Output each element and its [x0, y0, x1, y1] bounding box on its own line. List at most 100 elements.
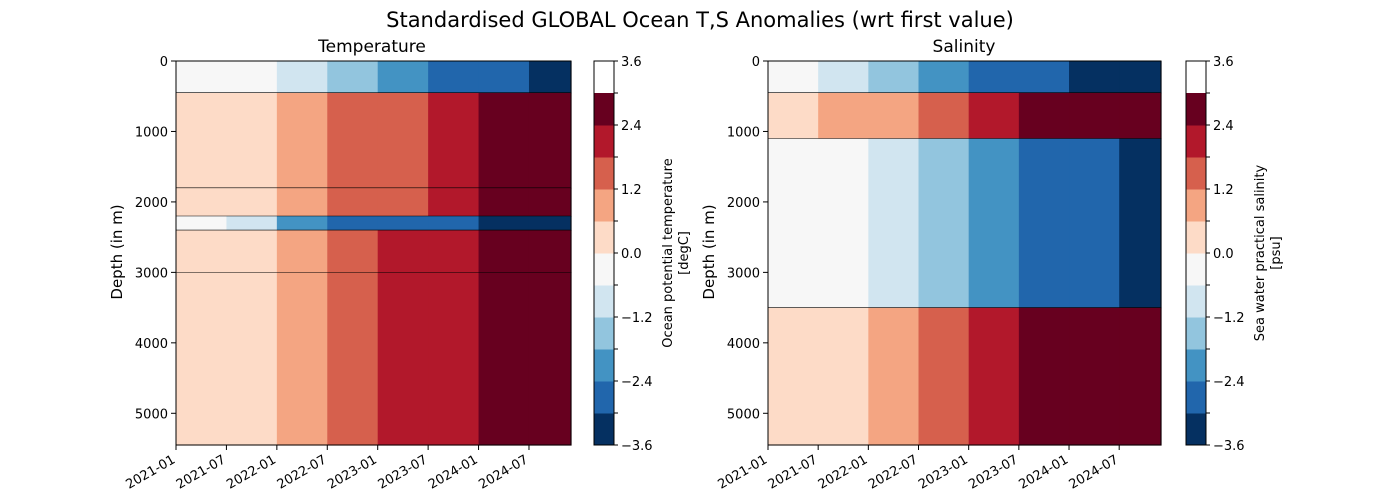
salinity-cell — [1018, 61, 1070, 94]
temperature-colorbar-swatch — [594, 317, 614, 350]
salinity-cell — [1069, 138, 1120, 309]
temperature-cell — [226, 216, 278, 231]
temperature-colorbar-swatch — [594, 253, 614, 286]
salinity-cell — [1069, 307, 1120, 446]
salinity-x-tick-label: 2021-07 — [766, 452, 821, 492]
salinity-colorbar-tick-label: 3.6 — [1213, 55, 1234, 70]
temperature-cell — [377, 92, 429, 189]
salinity-cell — [918, 92, 970, 140]
temperature-cell — [428, 61, 480, 94]
temperature-colorbar-swatch — [594, 285, 614, 318]
temperature-cell — [176, 230, 228, 273]
salinity-cell — [1018, 307, 1070, 446]
salinity-title: Salinity — [933, 37, 996, 57]
temperature-colorbar-tick-label: 2.4 — [621, 119, 642, 134]
salinity-cell — [868, 307, 920, 446]
temperature-cell — [478, 92, 530, 189]
salinity-colorbar-swatch — [1186, 189, 1206, 222]
temperature-cell — [528, 216, 572, 231]
salinity-cell — [1069, 61, 1120, 94]
temperature-cell — [377, 187, 429, 217]
figure-title: Standardised GLOBAL Ocean T,S Anomalies … — [386, 8, 1014, 32]
temperature-cell — [226, 61, 278, 94]
temperature-y-tick-label: 0 — [160, 55, 168, 70]
temperature-colorbar-swatch — [594, 93, 614, 126]
salinity-cell — [968, 307, 1020, 446]
salinity-colorbar-tick-label: −3.6 — [1213, 439, 1245, 454]
temperature-cell — [327, 272, 379, 446]
temperature-cell — [377, 272, 429, 446]
salinity-cell — [968, 61, 1020, 94]
temperature-cell — [327, 92, 379, 189]
temperature-title: Temperature — [317, 37, 426, 57]
salinity-x-tick-label: 2023-07 — [966, 452, 1021, 492]
temperature-cell — [377, 230, 429, 273]
salinity-colorbar-swatch — [1186, 157, 1206, 190]
salinity-y-tick-label: 5000 — [727, 407, 760, 422]
salinity-colorbar-swatch — [1186, 93, 1206, 126]
temperature-y-tick-label: 1000 — [135, 125, 168, 140]
temperature-colorbar-swatch — [594, 413, 614, 446]
salinity-x-tick-label: 2024-07 — [1067, 452, 1122, 492]
temperature-cell — [478, 272, 530, 446]
salinity-y-tick-label: 3000 — [727, 266, 760, 281]
temperature-colorbar-tick-label: −3.6 — [621, 439, 653, 454]
temperature-cell — [226, 187, 278, 217]
salinity-colorbar-swatch — [1186, 221, 1206, 254]
temperature-cell — [478, 230, 530, 273]
temperature-colorbar-swatch — [594, 221, 614, 254]
salinity-x-tick-label: 2022-01 — [816, 452, 871, 492]
salinity-y-tick-label: 4000 — [727, 337, 760, 352]
temperature-cell — [478, 61, 530, 94]
temperature-x-tick-label: 2024-01 — [426, 452, 481, 492]
salinity-cell — [868, 138, 920, 309]
temperature-cell — [528, 230, 572, 273]
temperature-cell — [176, 216, 228, 231]
salinity-cell — [1069, 92, 1120, 140]
temperature-cell — [226, 272, 278, 446]
temperature-colorbar-tick-label: 3.6 — [621, 55, 642, 70]
salinity-x-tick-label: 2022-07 — [866, 452, 921, 492]
temperature-cell — [428, 216, 480, 231]
salinity-colorbar-swatch — [1186, 349, 1206, 382]
salinity-colorbar-tick-label: 2.4 — [1213, 119, 1234, 134]
temperature-colorbar-label-line1: Ocean potential temperature — [661, 158, 676, 347]
salinity-colorbar-label-line1: Sea water practical salinity — [1253, 164, 1268, 341]
temperature-colorbar: −3.6 −2.4 −1.2 0.0 1.2 2.4 3.6 — [593, 55, 653, 454]
salinity-axes-frame — [767, 60, 1162, 446]
temperature-x-tick-label: 2021-01 — [123, 452, 178, 492]
salinity-x-tick-label: 2021-01 — [715, 452, 770, 492]
salinity-cell — [768, 307, 819, 446]
temperature-cell — [176, 92, 228, 189]
temperature-colorbar-swatch — [594, 381, 614, 414]
salinity-plot-area: 0100020003000400050002021-012021-072022-… — [715, 55, 1162, 493]
salinity-cell — [868, 61, 920, 94]
temperature-cell — [276, 216, 328, 231]
salinity-x-tick-label: 2024-01 — [1016, 452, 1071, 492]
temperature-x-tick-label: 2022-07 — [275, 452, 330, 492]
salinity-cell — [968, 92, 1020, 140]
temperature-cell — [327, 61, 379, 94]
salinity-cell — [918, 307, 970, 446]
temperature-cell — [176, 272, 228, 446]
salinity-colorbar-swatch — [1186, 381, 1206, 414]
salinity-cell — [818, 307, 869, 446]
salinity-colorbar-swatch — [1186, 253, 1206, 286]
temperature-x-tick-label: 2022-01 — [224, 452, 279, 492]
salinity-cell — [918, 138, 970, 309]
salinity-cell — [868, 92, 920, 140]
temperature-colorbar-tick-label: 0.0 — [621, 247, 642, 262]
temperature-cell — [478, 216, 530, 231]
salinity-colorbar-swatch — [1186, 317, 1206, 350]
temperature-cell — [528, 92, 572, 189]
temperature-y-tick-label: 4000 — [135, 337, 168, 352]
temperature-cell — [276, 187, 328, 217]
temperature-cell — [528, 61, 572, 94]
salinity-colorbar-tick-label: −2.4 — [1213, 375, 1245, 390]
temperature-colorbar-tick-label: −1.2 — [621, 311, 653, 326]
temperature-x-tick-label: 2023-01 — [325, 452, 380, 492]
temperature-y-tick-label: 5000 — [135, 407, 168, 422]
temperature-cell — [327, 187, 379, 217]
temperature-cell — [428, 272, 480, 446]
